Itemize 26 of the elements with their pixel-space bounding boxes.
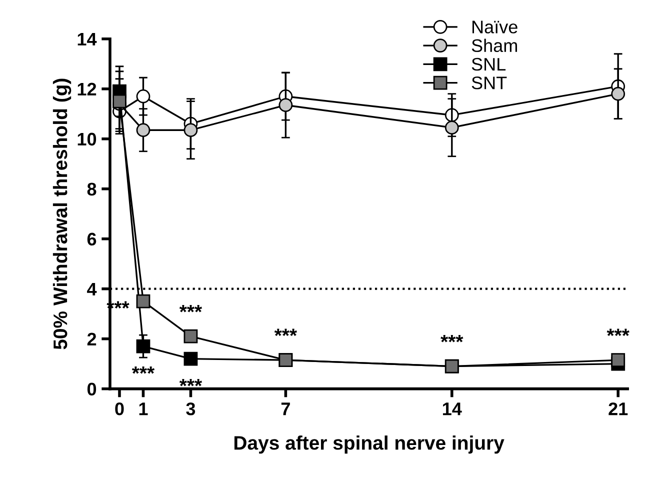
- y-tick-label: 4: [87, 282, 97, 296]
- annotation: ***: [440, 335, 464, 342]
- annotation: ***: [179, 305, 202, 312]
- x-axis-title: Days after spinal nerve injury: [234, 435, 504, 454]
- x-tick-label: 0: [115, 402, 124, 416]
- y-tick-label: 12: [78, 82, 96, 96]
- legend-label: Naïve: [472, 20, 518, 34]
- annotation: ***: [274, 328, 298, 336]
- legend-label: SNT: [472, 76, 507, 90]
- annotation: ***: [179, 378, 202, 386]
- y-tick-label: 10: [78, 132, 96, 146]
- y-tick-label: 8: [87, 182, 96, 196]
- y-tick-label: 2: [87, 332, 96, 346]
- x-tick-label: 14: [442, 402, 462, 416]
- y-axis-title: 50% Withdrawal threshold (g): [52, 78, 72, 350]
- legend-label: Sham: [472, 38, 517, 52]
- x-tick-label: 3: [186, 402, 196, 416]
- legend-label: SNL: [472, 58, 506, 71]
- y-tick-label: 14: [78, 33, 97, 46]
- x-tick-label: 21: [608, 402, 628, 416]
- annotation: ***: [132, 366, 155, 374]
- x-tick-label: 1: [139, 402, 148, 416]
- x-tick-label: 7: [281, 402, 290, 416]
- y-tick-label: 0: [87, 382, 96, 396]
- annotation: ***: [606, 328, 630, 336]
- y-tick-label: 6: [87, 232, 96, 246]
